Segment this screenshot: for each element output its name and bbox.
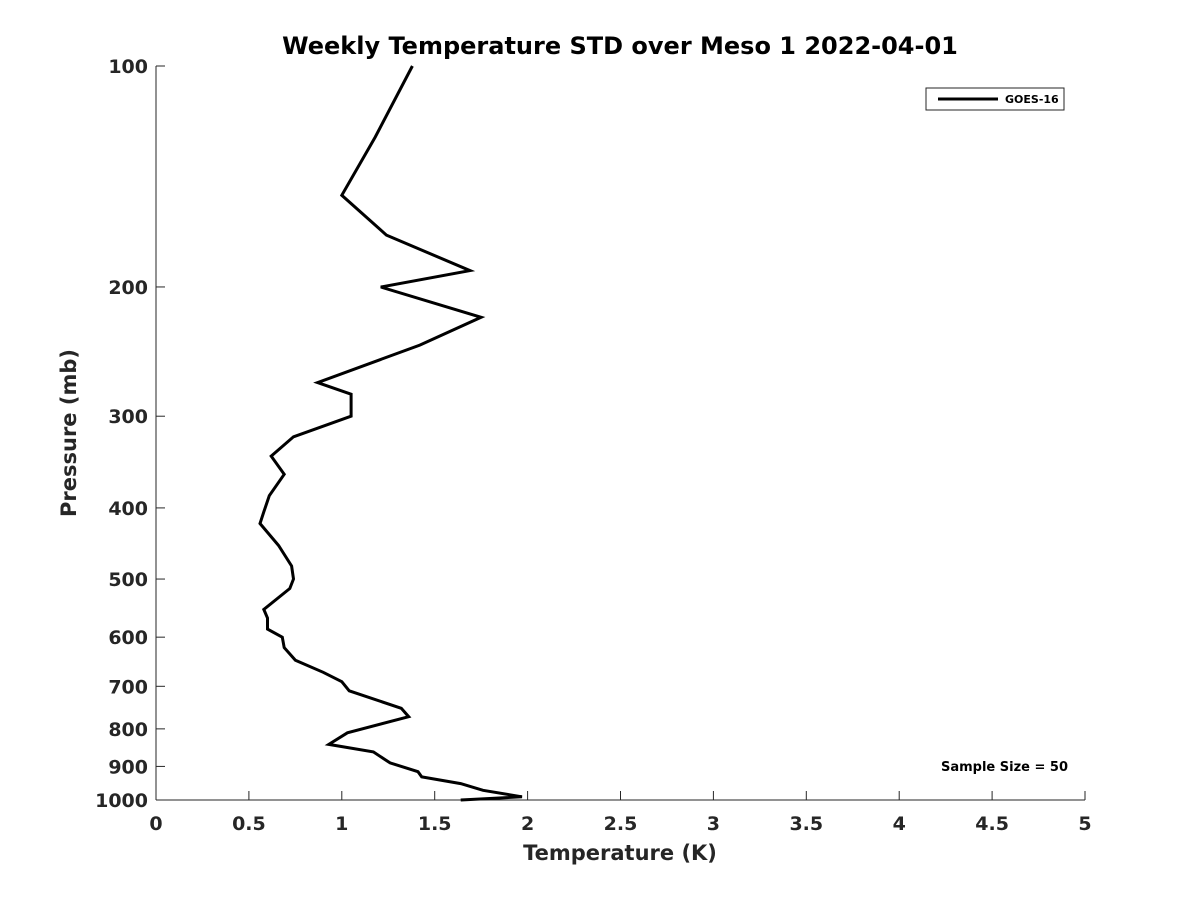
x-tick-label: 4	[893, 813, 906, 835]
x-tick-label: 2.5	[604, 813, 638, 835]
y-tick-label: 900	[108, 756, 148, 778]
x-axis-label: Temperature (K)	[523, 841, 717, 865]
y-tick-label: 200	[108, 277, 148, 299]
y-tick-label: 400	[108, 498, 148, 520]
x-tick-label: 1.5	[418, 813, 452, 835]
y-tick-label: 300	[108, 406, 148, 428]
sample-size-annotation: Sample Size = 50	[941, 760, 1068, 775]
legend-label-goes-16: GOES-16	[1005, 93, 1059, 106]
x-tick-label: 0.5	[232, 813, 266, 835]
x-tick-label: 3	[707, 813, 720, 835]
x-ticks: 0 0.5 1 1.5 2 2.5 3 3.5 4 4.5 5	[149, 791, 1092, 835]
series-group	[258, 65, 523, 802]
y-tick-label: 700	[108, 676, 148, 698]
y-ticks: 100 200 300 400 500 600 700 800 900 1000	[95, 56, 165, 812]
x-tick-label: 2	[521, 813, 534, 835]
y-tick-label: 1000	[95, 790, 148, 812]
x-tick-label: 4.5	[975, 813, 1009, 835]
x-tick-label: 1	[335, 813, 348, 835]
x-tick-label: 3.5	[789, 813, 823, 835]
y-tick-label: 800	[108, 719, 148, 741]
x-tick-label: 5	[1078, 813, 1091, 835]
legend: GOES-16	[925, 87, 1065, 111]
y-tick-label: 500	[108, 569, 148, 591]
series-line-goes-16	[258, 65, 523, 802]
y-tick-label: 100	[108, 56, 148, 78]
y-axis-label: Pressure (mb)	[57, 349, 81, 517]
x-tick-label: 0	[149, 813, 162, 835]
y-tick-label: 600	[108, 627, 148, 649]
chart-title: Weekly Temperature STD over Meso 1 2022-…	[282, 32, 958, 60]
